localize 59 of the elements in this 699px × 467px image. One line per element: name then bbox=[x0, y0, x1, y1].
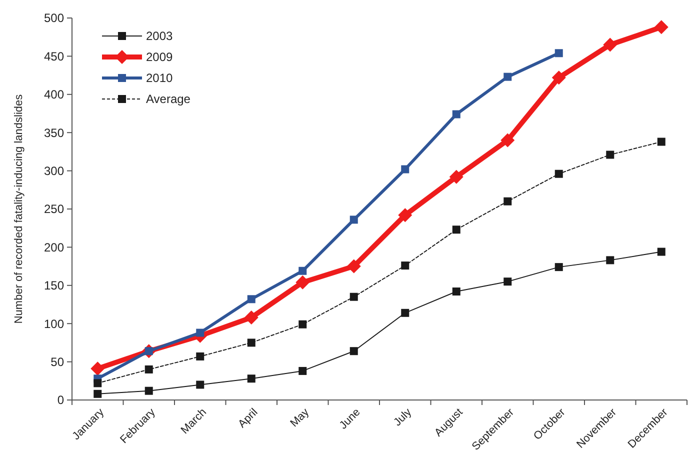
point bbox=[144, 365, 153, 374]
y-tick-label: 150 bbox=[44, 278, 64, 293]
legend-label: 2009 bbox=[146, 50, 174, 64]
point bbox=[606, 256, 614, 264]
point bbox=[401, 165, 410, 174]
point bbox=[346, 259, 361, 274]
point bbox=[504, 278, 512, 286]
point bbox=[144, 386, 153, 395]
legend-label: Average bbox=[146, 92, 191, 106]
point bbox=[657, 248, 666, 256]
point bbox=[657, 138, 666, 146]
x-tick-label: May bbox=[288, 406, 312, 430]
point bbox=[554, 263, 563, 272]
point bbox=[90, 362, 105, 376]
y-tick-label: 100 bbox=[44, 316, 64, 331]
point bbox=[350, 347, 358, 356]
point bbox=[452, 226, 460, 234]
point bbox=[296, 275, 310, 290]
y-tick-label: 200 bbox=[44, 240, 64, 254]
point bbox=[401, 262, 410, 270]
point bbox=[606, 150, 614, 159]
y-tick-label: 50 bbox=[50, 355, 64, 369]
point bbox=[196, 380, 204, 389]
y-tick-label: 300 bbox=[44, 164, 64, 178]
point bbox=[554, 49, 563, 58]
point bbox=[504, 197, 512, 206]
point bbox=[298, 320, 307, 328]
point bbox=[350, 216, 358, 224]
point bbox=[247, 374, 256, 383]
point bbox=[350, 292, 358, 301]
point bbox=[298, 366, 307, 375]
y-tick-label: 400 bbox=[44, 88, 64, 102]
y-tick-label: 500 bbox=[44, 11, 64, 26]
point bbox=[500, 133, 515, 148]
point bbox=[94, 379, 102, 388]
y-axis-title: Number of recorded fatality-inducing landslides bbox=[13, 94, 25, 324]
y-tick-label: 250 bbox=[44, 202, 64, 216]
point bbox=[603, 38, 618, 52]
point bbox=[244, 310, 258, 324]
point bbox=[247, 295, 256, 304]
x-tick-label: July bbox=[392, 406, 414, 429]
point bbox=[298, 266, 307, 275]
point bbox=[398, 208, 412, 222]
point bbox=[654, 20, 668, 34]
y-tick-label: 0 bbox=[57, 393, 64, 408]
point bbox=[247, 338, 256, 347]
legend-label: 2010 bbox=[146, 71, 174, 86]
point bbox=[449, 170, 464, 184]
legend-label: 2003 bbox=[146, 29, 174, 44]
point bbox=[196, 352, 204, 360]
y-tick-label: 450 bbox=[44, 49, 64, 64]
point bbox=[552, 70, 566, 85]
point bbox=[401, 308, 410, 317]
point bbox=[504, 72, 512, 81]
point bbox=[452, 110, 460, 118]
point bbox=[452, 288, 460, 296]
point bbox=[554, 170, 563, 178]
point bbox=[94, 390, 102, 398]
y-tick-label: 350 bbox=[44, 126, 64, 140]
